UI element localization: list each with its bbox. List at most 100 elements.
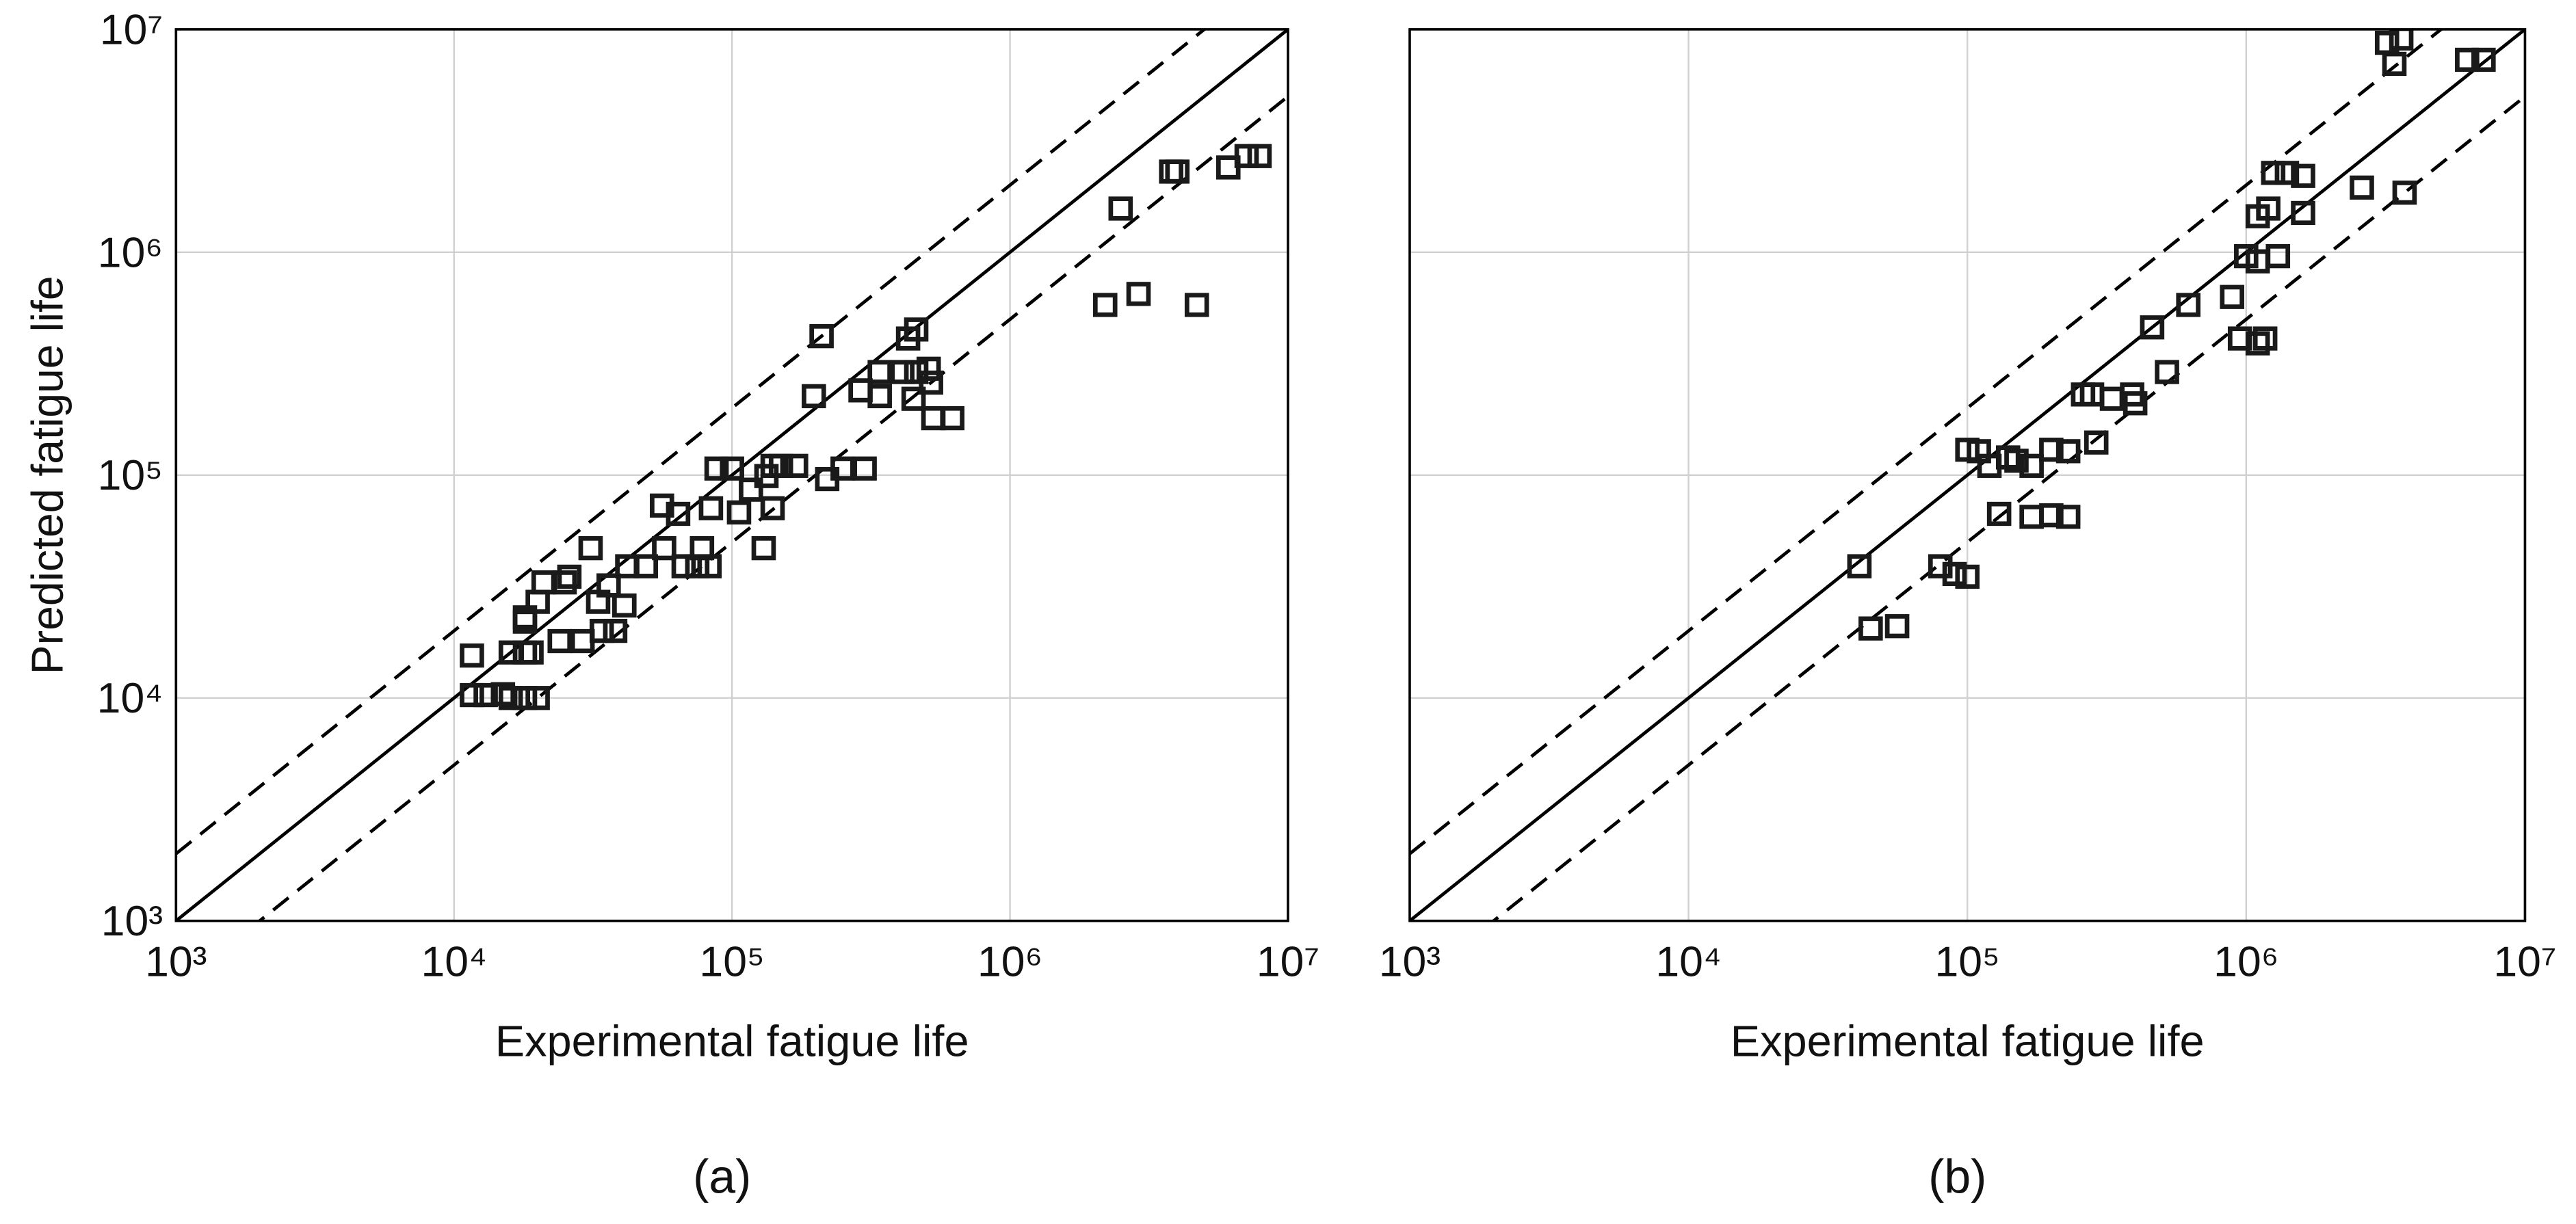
marker xyxy=(2084,430,2109,455)
reference-line xyxy=(1490,95,2525,921)
marker xyxy=(498,686,523,710)
reference-line xyxy=(1409,29,2525,921)
y-tick-label: 10⁵ xyxy=(98,452,163,499)
marker xyxy=(704,456,729,481)
plot-area xyxy=(1409,29,2525,921)
marker xyxy=(666,501,691,527)
x-tick-label: 10³ xyxy=(1379,939,1441,986)
marker xyxy=(2252,326,2278,351)
plot-area xyxy=(176,29,1289,921)
marker xyxy=(578,536,603,561)
marker xyxy=(2039,438,2064,462)
y-tick-label: 10³ xyxy=(101,898,163,945)
marker xyxy=(652,536,676,561)
marker xyxy=(1184,293,1209,317)
x-tick-label: 10⁴ xyxy=(421,939,487,986)
marker xyxy=(1234,144,1259,168)
marker xyxy=(919,370,943,395)
reference-line xyxy=(176,29,1289,921)
marker xyxy=(2350,175,2374,200)
marker xyxy=(2291,163,2315,188)
x-tick-label: 10⁵ xyxy=(1934,939,1999,986)
marker xyxy=(940,405,964,431)
marker xyxy=(589,618,614,643)
marker xyxy=(2392,181,2417,205)
marker xyxy=(904,317,929,342)
marker xyxy=(739,477,763,502)
marker xyxy=(2455,47,2480,72)
y-axis-label: Predicted fatigue life xyxy=(22,276,72,674)
marker xyxy=(1165,159,1190,184)
marker xyxy=(768,453,793,478)
marker xyxy=(751,536,776,561)
plot-frame xyxy=(174,28,1289,922)
marker xyxy=(512,686,538,710)
marker xyxy=(726,500,752,525)
x-axis-label: Experimental fatigue life xyxy=(495,1016,969,1066)
x-tick-label: 10⁷ xyxy=(1257,939,1319,986)
marker xyxy=(760,496,785,520)
marker xyxy=(2155,360,2179,384)
marker xyxy=(2055,439,2081,464)
marker xyxy=(473,682,498,708)
reference-line xyxy=(1409,29,2444,855)
x-tick-label: 10⁴ xyxy=(1655,939,1721,986)
marker xyxy=(596,573,621,598)
marker xyxy=(557,564,582,589)
marker xyxy=(460,682,484,708)
marker xyxy=(2471,47,2496,72)
marker xyxy=(890,360,915,384)
marker xyxy=(1247,144,1272,168)
marker xyxy=(2256,196,2281,221)
marker xyxy=(2291,200,2315,226)
marker xyxy=(2220,284,2244,309)
marker xyxy=(525,686,550,710)
marker xyxy=(2245,331,2270,356)
marker xyxy=(2382,51,2407,77)
caption: (b) xyxy=(1928,1150,1986,1203)
x-tick-label: 10⁷ xyxy=(2493,939,2556,986)
marker xyxy=(547,628,573,654)
marker xyxy=(867,384,892,409)
marker xyxy=(2389,29,2414,51)
marker xyxy=(2055,505,2081,529)
marker xyxy=(519,640,544,665)
marker xyxy=(671,554,696,578)
reference-line xyxy=(257,95,1289,921)
marker xyxy=(1955,564,1980,589)
marker xyxy=(2140,315,2165,340)
marker xyxy=(867,360,892,384)
y-tick-label: 10⁶ xyxy=(98,230,163,277)
marker xyxy=(1847,554,1872,578)
x-tick-label: 10⁵ xyxy=(699,939,764,986)
x-axis-label: Experimental fatigue life xyxy=(1731,1016,2205,1066)
marker xyxy=(2039,503,2064,528)
marker xyxy=(603,618,628,643)
caption: (a) xyxy=(693,1150,751,1203)
y-tick-label: 10⁷ xyxy=(100,7,163,54)
marker xyxy=(2261,161,2286,185)
marker xyxy=(2004,449,2029,473)
marker xyxy=(2019,453,2044,478)
marker xyxy=(809,324,834,349)
marker xyxy=(916,356,941,381)
marker xyxy=(852,456,877,481)
marker xyxy=(697,554,722,578)
reference-line xyxy=(176,29,1207,855)
marker xyxy=(1986,501,2012,527)
marker xyxy=(552,570,577,595)
marker xyxy=(1126,282,1151,306)
marker xyxy=(460,643,484,668)
marker xyxy=(1108,196,1133,221)
x-tick-label: 10⁶ xyxy=(977,939,1042,986)
marker xyxy=(2122,391,2148,416)
x-tick-label: 10⁶ xyxy=(2213,939,2278,986)
marker xyxy=(2265,243,2291,269)
marker xyxy=(901,386,926,411)
marker xyxy=(2274,161,2300,185)
marker xyxy=(784,453,809,478)
marker xyxy=(512,605,538,630)
marker xyxy=(633,554,659,578)
x-tick-label: 10³ xyxy=(145,939,207,986)
